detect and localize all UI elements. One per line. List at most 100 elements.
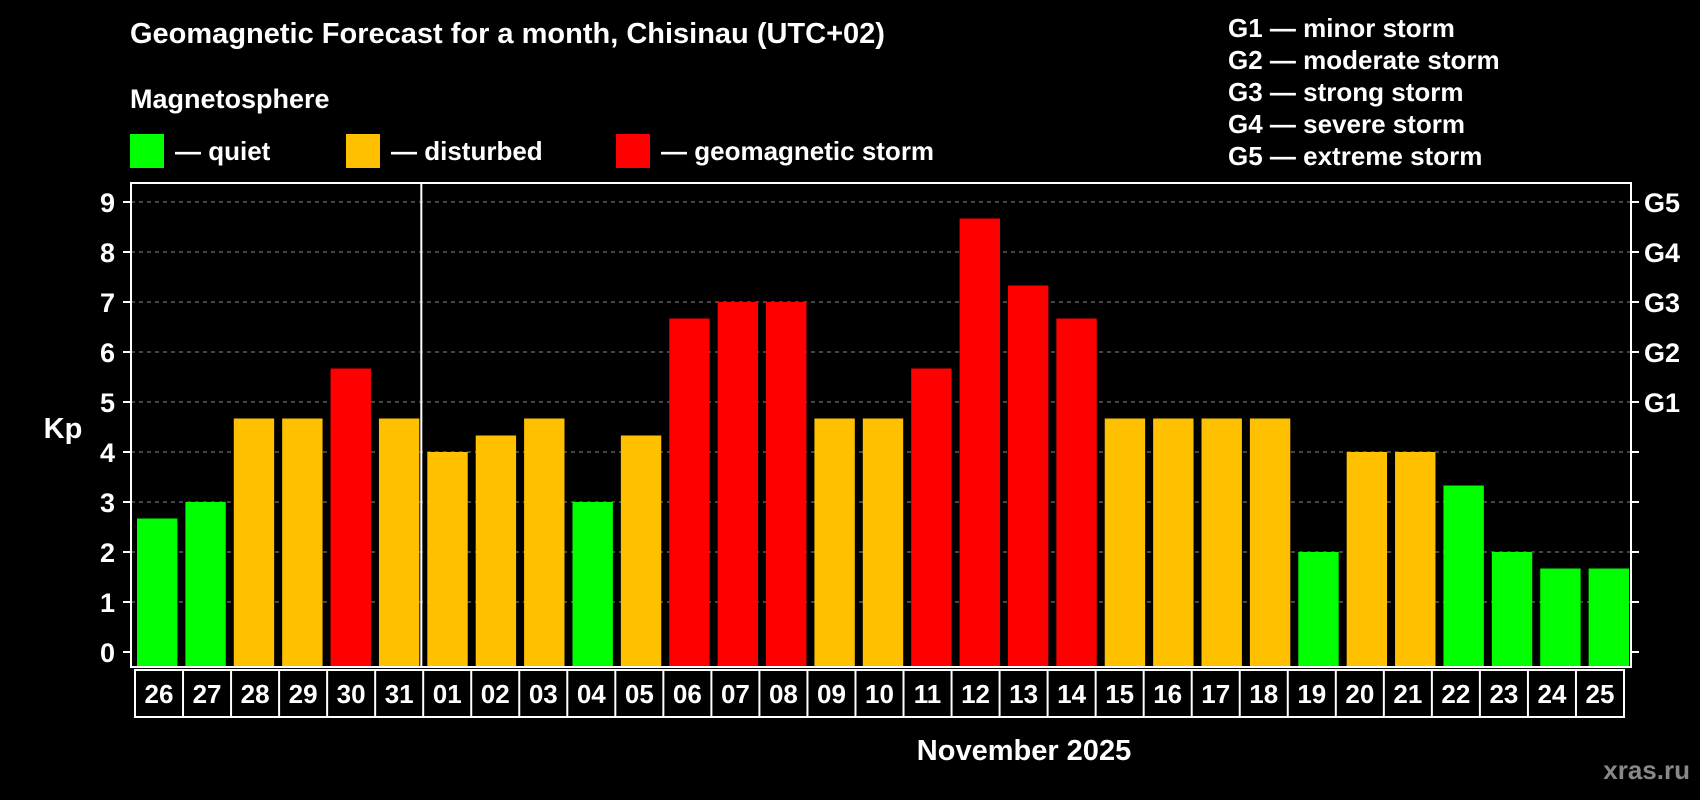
y-tick-label: 8 — [100, 238, 115, 268]
bar-03 — [524, 418, 565, 668]
bar-06 — [669, 318, 710, 668]
bar-23 — [1491, 552, 1533, 668]
y-tick-label: 6 — [100, 338, 115, 368]
storm-scale-g4: G4 — severe storm — [1228, 109, 1466, 139]
bar-29 — [282, 418, 323, 668]
legend-swatch-quiet — [130, 134, 164, 168]
bar-27 — [185, 502, 226, 668]
bar-15 — [1104, 418, 1146, 668]
right-axis-label-g3: G3 — [1644, 288, 1680, 318]
bar-13 — [1007, 285, 1049, 668]
right-axis-label-g1: G1 — [1644, 388, 1680, 418]
x-tick-label-21: 21 — [1393, 679, 1422, 709]
x-tick-label-20: 20 — [1345, 679, 1374, 709]
legend-label-quiet: — quiet — [175, 135, 271, 166]
bar-17 — [1201, 418, 1242, 668]
x-tick-label-09: 09 — [817, 679, 846, 709]
x-tick-label-13: 13 — [1009, 679, 1038, 709]
bar-20 — [1346, 452, 1388, 668]
bar-10 — [862, 418, 904, 668]
bar-04 — [572, 502, 613, 668]
bar-18 — [1249, 418, 1291, 668]
watermark: xras.ru — [1603, 755, 1690, 785]
x-tick-label-06: 06 — [673, 679, 702, 709]
x-tick-label-25: 25 — [1586, 679, 1615, 709]
storm-scale-g2: G2 — moderate storm — [1228, 45, 1500, 75]
bar-22 — [1443, 485, 1484, 668]
y-tick-label: 3 — [100, 488, 115, 518]
x-tick-label-29: 29 — [289, 679, 318, 709]
bar-28 — [233, 418, 275, 668]
x-tick-label-23: 23 — [1489, 679, 1518, 709]
legend-swatch-disturbed — [346, 134, 380, 168]
bar-07 — [717, 302, 759, 668]
bar-31 — [378, 418, 420, 668]
x-tick-label-01: 01 — [433, 679, 462, 709]
bar-30 — [330, 368, 371, 668]
x-tick-label-08: 08 — [769, 679, 798, 709]
bar-12 — [959, 218, 1000, 668]
legend-item-disturbed: — disturbed — [346, 134, 543, 168]
bar-11 — [911, 368, 952, 668]
bar-01 — [427, 452, 468, 668]
x-tick-label-10: 10 — [865, 679, 894, 709]
bar-02 — [475, 435, 517, 668]
x-tick-label-28: 28 — [241, 679, 270, 709]
x-tick-label-16: 16 — [1153, 679, 1182, 709]
legend-item-storm: — geomagnetic storm — [616, 134, 934, 168]
x-tick-label-14: 14 — [1057, 679, 1086, 709]
x-tick-label-26: 26 — [145, 679, 174, 709]
x-tick-label-24: 24 — [1537, 679, 1566, 709]
storm-scale-g1: G1 — minor storm — [1228, 13, 1455, 43]
bar-09 — [814, 418, 855, 668]
storm-scale-legend: G1 — minor storm G2 — moderate storm G3 … — [1228, 12, 1500, 172]
x-tick-label-05: 05 — [625, 679, 654, 709]
chart-title: Geomagnetic Forecast for a month, Chisin… — [130, 18, 885, 50]
right-axis-label-g5: G5 — [1644, 188, 1680, 218]
y-tick-label: 9 — [100, 188, 115, 218]
x-tick-label-11: 11 — [914, 679, 942, 709]
legend-item-quiet: — quiet — [130, 134, 270, 168]
chart-subtitle: Magnetosphere — [130, 84, 330, 114]
x-tick-label-30: 30 — [337, 679, 366, 709]
y-tick-label: 4 — [100, 438, 115, 468]
x-tick-label-02: 02 — [481, 679, 510, 709]
right-axis-label-g4: G4 — [1644, 238, 1680, 268]
x-tick-label-19: 19 — [1297, 679, 1326, 709]
x-tick-label-31: 31 — [385, 679, 414, 709]
bar-24 — [1540, 568, 1581, 668]
bar-05 — [620, 435, 662, 668]
bar-21 — [1395, 452, 1436, 668]
right-axis-label-g2: G2 — [1644, 338, 1680, 368]
storm-scale-g5: G5 — extreme storm — [1228, 141, 1483, 171]
x-tick-label-27: 27 — [193, 679, 222, 709]
y-tick-label: 5 — [100, 388, 115, 418]
storm-scale-g3: G3 — strong storm — [1228, 77, 1464, 107]
x-tick-label-15: 15 — [1105, 679, 1134, 709]
x-tick-label-03: 03 — [529, 679, 558, 709]
legend-label-storm: — geomagnetic storm — [661, 135, 935, 166]
x-tick-label-04: 04 — [577, 679, 606, 709]
y-tick-label: 0 — [100, 638, 115, 668]
x-tick-label-12: 12 — [961, 679, 990, 709]
plot-frame — [130, 182, 1632, 668]
x-tick-label-17: 17 — [1201, 679, 1230, 709]
y-tick-label: 7 — [100, 288, 115, 318]
bar-19 — [1298, 552, 1339, 668]
category-row — [134, 669, 1625, 718]
x-tick-label-18: 18 — [1249, 679, 1278, 709]
legend-swatch-storm — [616, 134, 650, 168]
x-tick-label-07: 07 — [721, 679, 750, 709]
y-tick-label: 2 — [100, 538, 115, 568]
x-axis-label: November 2025 — [916, 735, 1132, 767]
bar-08 — [766, 302, 807, 668]
legend-label-disturbed: — disturbed — [391, 135, 543, 166]
y-tick-label: 1 — [100, 588, 115, 618]
x-tick-label-22: 22 — [1441, 679, 1470, 709]
bar-26 — [137, 518, 178, 668]
y-axis-label: Kp — [44, 413, 83, 445]
bar-16 — [1153, 418, 1194, 668]
bar-25 — [1588, 568, 1629, 668]
bar-14 — [1056, 318, 1097, 668]
